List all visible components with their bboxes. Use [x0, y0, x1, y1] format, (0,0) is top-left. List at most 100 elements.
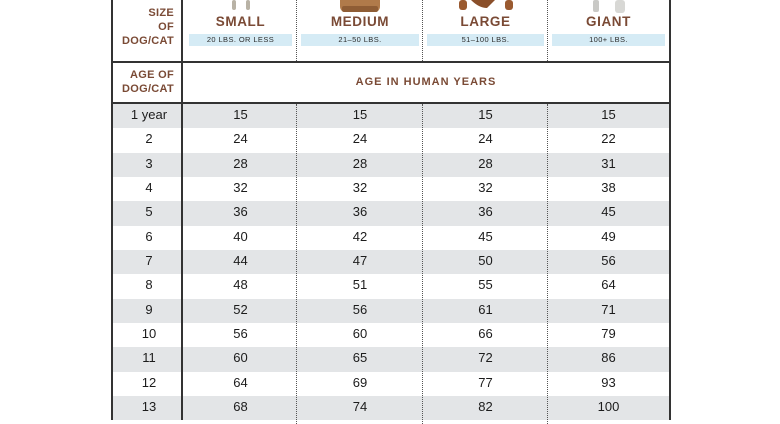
age-header-row: AGE OF DOG/CAT AGE IN HUMAN YEARS	[113, 63, 669, 104]
human-age-cell-large: 61	[478, 301, 493, 317]
human-age-cell-medium: 42	[352, 228, 368, 244]
human-age-cell-small: 64	[233, 374, 248, 390]
human-age-cell-large: 28	[478, 155, 493, 171]
human-age-cell-giant: 45	[601, 204, 616, 220]
human-age-cell-small: 32	[233, 179, 248, 195]
human-age-cell-large: 15	[478, 107, 493, 122]
human-age-cell-small: 56	[233, 325, 248, 341]
size-column-medium: MEDIUM 21–50 LBS.	[297, 0, 423, 61]
human-age-cell-giant: 22	[601, 131, 616, 147]
age-conversion-chart: SIZE OF DOG/CAT SMALL 20 LBS. OR LESS ME…	[111, 0, 671, 424]
pet-age-cell: 8	[113, 274, 183, 299]
table-row: 5 36 36 36 45	[113, 201, 669, 226]
table-row: 7 44 47 50 56	[113, 249, 669, 275]
human-age-cell-giant: 86	[601, 350, 616, 366]
table-row: 9 52 56 61 71	[113, 298, 669, 323]
column-divider	[422, 104, 423, 424]
human-age-cell-small: 52	[233, 301, 248, 317]
human-age-cell-medium: 24	[352, 131, 368, 147]
pet-age-cell: 10	[113, 322, 183, 348]
pet-age-cell: 7	[113, 249, 183, 275]
human-age-cell-large: 24	[478, 131, 493, 147]
human-age-cell-medium: 15	[352, 107, 368, 122]
size-column-small: SMALL 20 LBS. OR LESS	[185, 0, 296, 61]
table-row: 2 24 24 24 22	[113, 128, 669, 153]
pet-age-cell: 2	[113, 128, 183, 153]
table-row: 4 32 32 32 38	[113, 176, 669, 202]
weight-range: 20 LBS. OR LESS	[189, 34, 292, 46]
human-age-cell-medium: 74	[352, 398, 368, 414]
human-age-cell-medium: 65	[352, 350, 368, 366]
column-divider	[547, 104, 548, 424]
table-row: 3 28 28 28 31	[113, 152, 669, 177]
size-column-giant: GIANT 100+ LBS.	[548, 0, 669, 61]
size-header-row: SIZE OF DOG/CAT SMALL 20 LBS. OR LESS ME…	[113, 0, 669, 63]
size-label-line: DOG/CAT	[121, 35, 174, 47]
pet-age-cell: 6	[113, 225, 183, 250]
human-age-cell-giant: 100	[597, 398, 620, 414]
table-row: 1 year 15 15 15 15	[113, 104, 669, 129]
human-age-cell-medium: 51	[352, 277, 368, 293]
human-age-cell-large: 77	[478, 374, 493, 390]
human-age-cell-small: 44	[233, 252, 248, 268]
human-age-cell-giant: 49	[601, 228, 616, 244]
size-name: LARGE	[460, 14, 511, 29]
pet-age-cell: 11	[113, 347, 183, 372]
human-years-title: AGE IN HUMAN YEARS	[355, 76, 497, 88]
human-age-cell-small: 40	[233, 228, 248, 244]
human-age-cell-small: 24	[233, 131, 248, 147]
giant-pet-icon	[592, 0, 625, 13]
human-age-cell-large: 32	[478, 179, 493, 195]
pet-age-cell: 3	[113, 152, 183, 177]
column-divider	[422, 0, 423, 61]
age-label-line: AGE OF	[130, 69, 174, 81]
human-age-cell-small: 68	[233, 398, 248, 414]
small-pet-icon	[231, 0, 250, 10]
human-age-cell-large: 55	[478, 277, 493, 293]
column-divider	[296, 0, 297, 61]
human-age-cell-small: 60	[233, 350, 248, 366]
weight-range: 51–100 LBS.	[427, 34, 544, 46]
table-row: 12 64 69 77 93	[113, 371, 669, 396]
weight-range: 100+ LBS.	[552, 34, 665, 46]
human-age-cell-giant: 64	[601, 277, 616, 293]
pet-age-cell: 1 year	[113, 104, 183, 129]
table-row: 10 56 60 66 79	[113, 322, 669, 348]
human-age-cell-medium: 60	[352, 325, 368, 341]
human-age-cell-large: 82	[478, 398, 493, 414]
table-row: 8 48 51 55 64	[113, 274, 669, 299]
column-divider	[547, 0, 548, 61]
human-age-cell-medium: 36	[352, 204, 368, 220]
human-age-cell-giant: 79	[601, 325, 616, 341]
pet-age-cell: 12	[113, 371, 183, 396]
large-pet-icon	[458, 0, 513, 10]
human-age-cell-giant: 31	[601, 155, 616, 171]
human-age-cell-large: 45	[478, 228, 493, 244]
medium-pet-icon	[340, 0, 380, 12]
human-age-cell-small: 36	[233, 204, 248, 220]
age-label-line: DOG/CAT	[121, 83, 174, 95]
size-of-pet-label: SIZE OF DOG/CAT	[113, 0, 183, 61]
human-age-cell-small: 48	[233, 277, 248, 293]
size-label-line: SIZE	[148, 7, 174, 19]
weight-range: 21–50 LBS.	[301, 34, 419, 46]
human-age-cell-giant: 15	[601, 107, 616, 122]
human-age-cell-medium: 69	[352, 374, 368, 390]
human-age-cell-medium: 28	[352, 155, 368, 171]
human-age-cell-large: 72	[478, 350, 493, 366]
column-divider	[296, 104, 297, 424]
human-age-cell-medium: 47	[352, 252, 368, 268]
table-row: 13 68 74 82 100	[113, 395, 669, 421]
size-name: MEDIUM	[330, 14, 390, 29]
human-age-cell-medium: 56	[352, 301, 368, 317]
pet-age-cell: 9	[113, 298, 183, 323]
pet-age-cell: 4	[113, 176, 183, 202]
human-age-cell-large: 66	[478, 325, 493, 341]
human-age-cell-large: 50	[478, 252, 493, 268]
age-table-body: 1 year 15 15 15 15 2 24 24 24 22 3 28 28 28 31 4 32 32 32 3…	[113, 104, 669, 421]
human-age-cell-giant: 71	[601, 301, 616, 317]
table-row: 6 40 42 45 49	[113, 225, 669, 250]
human-age-cell-small: 15	[233, 107, 248, 122]
human-age-cell-small: 28	[233, 155, 248, 171]
human-age-cell-giant: 93	[601, 374, 616, 390]
